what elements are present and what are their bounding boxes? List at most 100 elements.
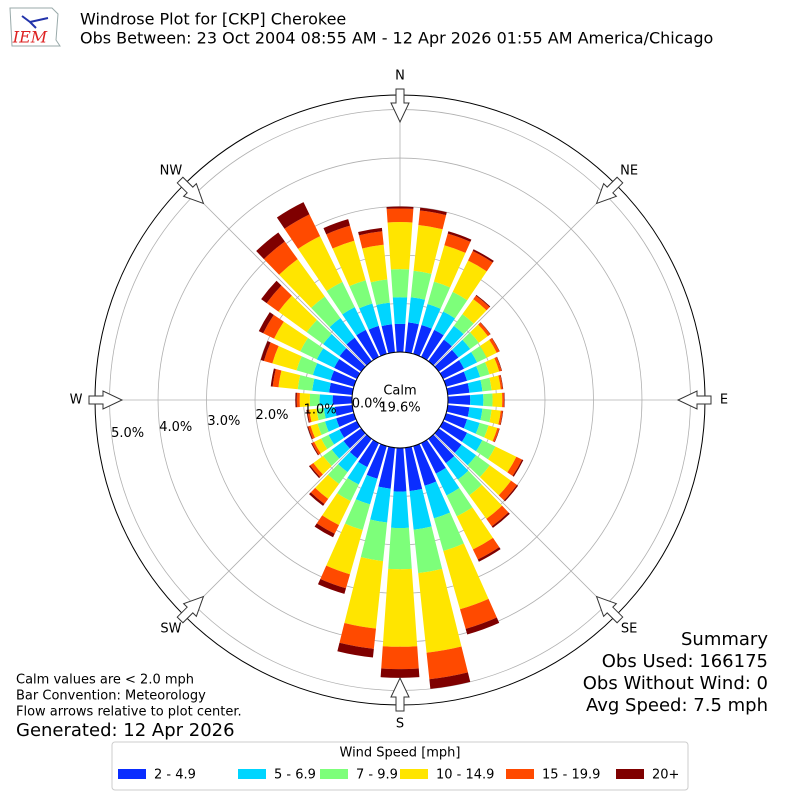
r-tick-label: 2.0% [255,408,288,423]
bar-segment [312,378,331,393]
bar-segment [494,428,500,443]
flow-arrow [676,390,712,410]
bar-segment [479,465,512,496]
bar-segment [339,348,366,372]
bar-segment [498,410,503,425]
bar-segment [443,291,468,319]
bar-segment [381,324,395,354]
bar-segment [410,270,432,300]
bar-segment [418,210,447,230]
spoke [433,433,616,616]
bar-segment [489,409,501,425]
bar-segment [308,465,321,479]
bar-segment [478,322,491,337]
legend-swatch [616,769,644,779]
bar-segment [392,297,408,325]
bar-segment [472,537,500,560]
bar-segment [339,421,361,438]
bar-segment [439,360,465,379]
flow-arrow [88,390,124,410]
summary-title: Summary [681,629,768,650]
direction-label: E [720,393,728,408]
flow-arrow-shape [176,176,205,205]
bar-segment [496,356,503,371]
bar-segment [306,319,332,345]
bar-segment [444,233,471,253]
r-tick-label: 1.0% [304,402,337,417]
bar-segment [323,333,347,357]
bar-segment [447,231,472,242]
bar-segment [360,519,388,562]
legend-label: 20+ [652,768,679,783]
bar-segment [311,441,321,455]
bar-segment [323,219,351,235]
bar-segment [344,499,371,531]
bar-segment [312,363,335,381]
bar-segment [279,259,325,308]
bar-segment [512,459,524,477]
bar-segment [346,337,372,366]
bar-segment [321,434,335,450]
flow-arrow [390,676,410,712]
bar-segment [453,314,474,335]
bar-segment [477,547,501,562]
bar-segment [306,409,310,423]
generated: Generated: 12 Apr 2026 [16,720,235,741]
bar-segment [276,202,310,229]
bar-segment [443,413,468,429]
bar-segment [456,507,494,550]
note: Flow arrows relative to plot center. [16,705,242,720]
bar-segment [491,512,510,528]
bar-segment [366,443,387,479]
bar-segment [446,383,470,395]
direction-label: N [395,69,405,84]
bar-segment [310,423,322,438]
bar-segment [270,368,276,387]
bar-segment [337,642,374,658]
legend: 2 - 4.9 5 - 6.9 7 - 9.9 10 - 14.9 15 - 19.9 2… [118,768,679,783]
bar-segment [368,325,387,357]
bar-segment [475,440,496,460]
flow-arrow-shape [595,176,624,205]
r-tick-label: 5.0% [111,426,144,441]
bar-segment [418,568,462,653]
calm-value: 19.6% [379,401,420,416]
bar-segment [314,438,328,454]
bar-segment [343,428,366,449]
bar-segment [503,484,519,502]
bar-segment [488,446,517,473]
flow-arrow-shape [176,595,205,624]
r-tick-label: 3.0% [207,414,240,429]
bar-segment [460,598,497,629]
bar-segment [413,443,437,486]
bar-segment [462,332,479,349]
bar-segment [337,477,359,502]
bar-segment [434,311,456,336]
bar-segment [386,208,414,223]
bar-segment [394,323,406,353]
bar-segment [451,339,471,358]
legend-label: 10 - 14.9 [436,768,494,783]
summary-line: Avg Speed: 7.5 mph [586,695,768,716]
bar-segment [308,425,315,439]
flow-arrow [176,595,205,624]
direction-label: NW [160,163,183,178]
bar-segment [476,362,490,378]
bar-segment [323,449,340,467]
bar-segment [261,280,282,304]
bar-segment [463,419,480,434]
direction-label: SE [621,622,637,637]
flow-arrow-shape [390,88,410,124]
bar-segment [445,456,469,480]
bar-segment [413,324,432,357]
bar-segment [256,232,285,260]
bar-segment [284,214,321,249]
legend-swatch [320,769,348,779]
bar-segment [338,451,358,473]
bar-segment [462,299,487,324]
bar-segment [334,359,361,379]
bar-segment [260,341,271,361]
bar-segment [507,456,523,476]
bar-segment [310,487,329,504]
bar-segment [500,410,504,426]
